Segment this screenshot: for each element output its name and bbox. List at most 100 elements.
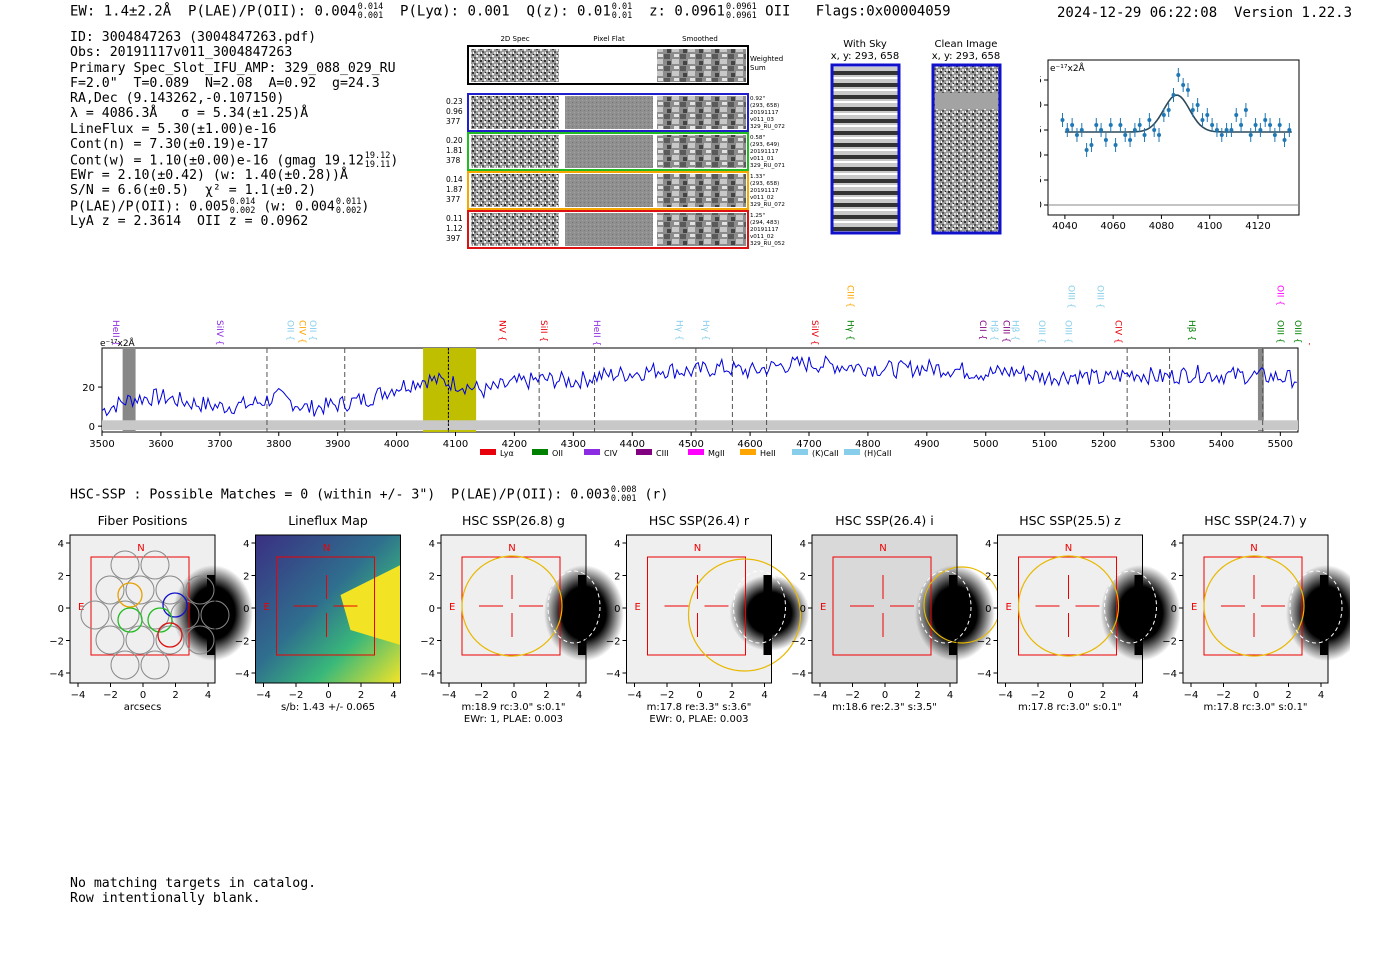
panel-title: HSC SSP(26.8) g <box>462 513 565 528</box>
cutout-row-meta: (294, 483) <box>750 220 779 226</box>
spectrum-line <box>101 355 1297 417</box>
panel-xtick-label: 4 <box>205 690 211 701</box>
catalog-ellipse <box>1289 570 1343 644</box>
panel-xtick-label: −2 <box>660 690 675 701</box>
full-xtick-label: 5500 <box>1268 439 1293 450</box>
panel-ytick-label: −2 <box>1162 637 1177 648</box>
search-box <box>647 556 746 656</box>
legend-label: CIII <box>656 449 669 458</box>
zoom-xtick-label: 4080 <box>1149 221 1174 232</box>
panel-ytick-label: 2 <box>985 572 991 583</box>
cutout-flat <box>565 174 653 207</box>
zoom-data-point <box>1128 138 1133 142</box>
panel-xtick-label: 2 <box>172 690 178 701</box>
cutout-row-meta: v011_02 <box>750 195 774 201</box>
full-ticks: 3500 3600 3700 3800 3900 4000 4100 4200 4300 4400… <box>82 383 1293 450</box>
cutout-smooth <box>657 96 746 129</box>
zoom-data-point <box>1219 133 1224 137</box>
panel-xtick-label: −2 <box>1216 690 1231 701</box>
imaging-panel: Lineflux Map N E −4 4 −2 2 0 0 2 −2 4 −4 s/b: 1.43 +/… <box>235 513 401 713</box>
legend-label: Lyα <box>500 449 514 458</box>
plya-header: P(Lyα): 0.001 <box>400 3 510 20</box>
weighted-label: Weighted <box>750 55 783 63</box>
info-radec: RA,Dec (9.143262,-0.107150) <box>70 91 285 107</box>
panel-ytick-label: −2 <box>977 637 992 648</box>
zoom-data-point <box>1118 123 1123 127</box>
east-label: E <box>1191 602 1197 613</box>
full-xtick-label: 5000 <box>973 439 998 450</box>
zoom-data-point <box>1084 148 1089 152</box>
cutout-row-stat: 377 <box>446 117 461 126</box>
cutout-flat <box>565 135 653 168</box>
panel-ytick-label: 2 <box>614 572 620 583</box>
zoom-ytick-label: 10 <box>1040 150 1042 161</box>
fiber-circle <box>155 575 185 605</box>
cutout-row-stat: 0.11 <box>446 214 463 223</box>
bright-source-core <box>763 575 772 655</box>
cutout-row-stat: 0.23 <box>446 97 463 106</box>
zoom-data-point <box>1200 118 1205 122</box>
full-xtick-label: 3600 <box>148 439 173 450</box>
catalog-note: No matching targets in catalog. Row inten… <box>70 876 316 906</box>
full-xtick-label: 4700 <box>796 439 821 450</box>
info-contn: Cont(n) = 7.30(±0.19)e-17 <box>70 137 269 153</box>
full-xtick-label: 4800 <box>855 439 880 450</box>
panel-xtick-label: 2 <box>543 690 549 701</box>
panel-xtick-label: 4 <box>1318 690 1324 701</box>
zoom-xtick-label: 4060 <box>1100 221 1125 232</box>
aperture-ellipse <box>1017 555 1120 657</box>
lineflux-peak <box>340 565 401 645</box>
cutout-row-meta: (293, 658) <box>750 103 779 109</box>
zoom-data-point <box>1108 123 1113 127</box>
catalog-note-line2: Row intentionally blank. <box>70 891 261 906</box>
cutout-2d <box>471 213 559 246</box>
cutout-row-stat: 1.12 <box>446 224 463 233</box>
zoom-data-point <box>1123 133 1128 137</box>
panel-xtick-label: 0 <box>882 690 888 701</box>
full-xtick-label: 4000 <box>384 439 409 450</box>
zoom-data-point <box>1282 138 1287 142</box>
zoom-data-point <box>1176 73 1181 77</box>
zoom-ytick-label: 20 <box>1040 100 1042 111</box>
panel-xtick-label: 0 <box>1067 690 1073 701</box>
catalog-ellipse <box>918 570 972 644</box>
z-line-name: OII <box>765 3 791 20</box>
aperture-ellipse <box>687 558 802 672</box>
cutout-row-meta: 0.92" <box>750 96 765 102</box>
panel-xtick-label: −4 <box>442 690 457 701</box>
panel-xtick-label: −4 <box>256 690 271 701</box>
zoom-ticks: 4040 4060 4080 4100 4120 0 5 10 15 20 25 <box>1040 75 1271 232</box>
info-lya: LyA z = 2.3614 OII z = 0.0962 <box>70 213 309 229</box>
spectral-line-label: OIII { <box>1036 320 1046 344</box>
full-xtick-label: 4300 <box>561 439 586 450</box>
cutout-smooth <box>657 174 746 207</box>
panel-ytick-label: 2 <box>243 572 249 583</box>
bright-source-core <box>949 575 957 655</box>
info-sn: S/N = 6.6(±0.5) χ² = 1.1(±0.2) <box>70 182 317 198</box>
zoom-data-point <box>1248 133 1253 137</box>
full-xtick-label: 5200 <box>1091 439 1116 450</box>
selected-fiber <box>157 622 183 648</box>
fiber-circle <box>140 550 170 580</box>
info-lambda: λ = 4086.3Å σ = 5.34(±1.25)Å <box>70 106 309 122</box>
legend-swatch <box>532 449 548 455</box>
full-axes-frame <box>101 347 1299 433</box>
zoom-ytick-label: 25 <box>1040 75 1042 86</box>
info-obs: Obs: 20191117v011_3004847263 <box>70 45 293 61</box>
panel-ytick-label: −2 <box>235 637 250 648</box>
spectral-line-label: OIII { <box>1274 320 1284 344</box>
cutout-row-stat: 377 <box>446 195 461 204</box>
masked-region <box>1257 348 1264 432</box>
fiber-circle <box>140 650 170 680</box>
panel-ytick-label: 4 <box>800 539 806 550</box>
zoom-data-point <box>1152 128 1157 132</box>
zoom-data-point <box>1253 123 1258 127</box>
bright-source-core <box>1320 575 1328 655</box>
cutout-2d <box>471 96 559 129</box>
fiber-circle <box>185 575 215 605</box>
zoom-data-point <box>1239 123 1244 127</box>
imaging-panel: HSC SSP(26.4) i N E −4 4 −2 2 0 0 2 −2 4 −4 m:18.6 re… <box>791 513 1001 713</box>
cutout-row-meta: 20191117 <box>750 227 779 233</box>
zoom-data-point <box>1070 123 1075 127</box>
panel-ytick-label: 2 <box>58 572 64 583</box>
